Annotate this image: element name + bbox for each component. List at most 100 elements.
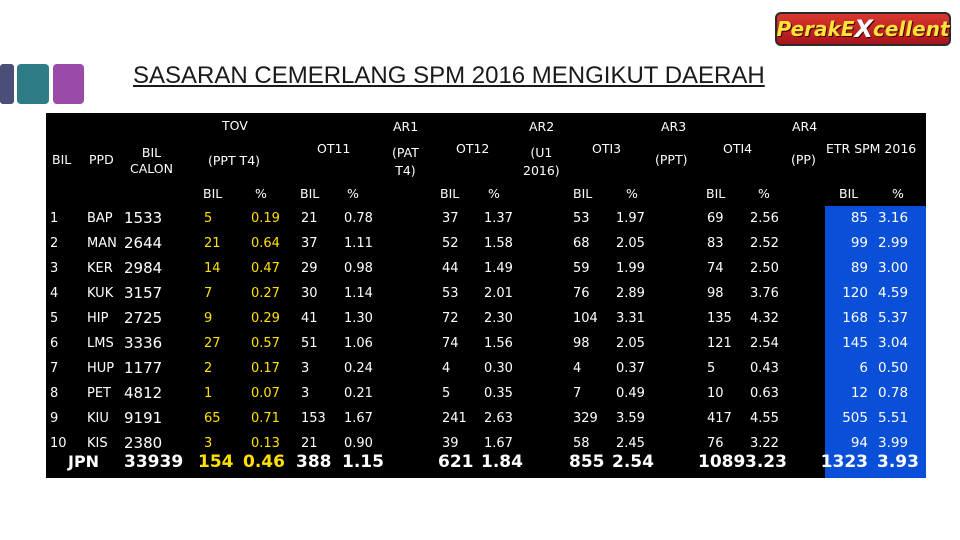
cell-calon: 4812: [124, 384, 163, 402]
logo-text-x: X: [854, 15, 874, 43]
cell-calon: 2725: [124, 309, 163, 327]
cell-etr-bil: 145: [842, 335, 868, 351]
cell-tov-bil: 27: [204, 336, 221, 351]
total-oti3-bil: 855: [569, 452, 605, 472]
cell-ot11-bil: 29: [301, 261, 318, 276]
header-ar4: AR4: [792, 119, 818, 134]
cell-tov-pct: 0.07: [251, 386, 280, 401]
cell-ot11-bil: 3: [301, 386, 310, 401]
cell-oti3-bil: 58: [573, 436, 590, 451]
cell-no: 7: [50, 361, 59, 376]
sub-tov-pct: %: [255, 186, 267, 201]
cell-tov-pct: 0.17: [251, 361, 280, 376]
cell-tov-bil: 65: [204, 411, 221, 426]
header-oti3: OTI3: [592, 141, 622, 156]
cell-etr-bil: 168: [842, 310, 868, 326]
total-oti4-pct: 3.23: [745, 452, 787, 472]
header-bil-calon: BIL CALON: [130, 145, 173, 177]
cell-ot12-bil: 5: [442, 386, 451, 401]
cell-no: 10: [50, 436, 67, 451]
cell-ot11-bil: 37: [301, 236, 318, 251]
cell-etr-bil: 85: [850, 210, 868, 226]
cell-tov-pct: 0.64: [251, 236, 280, 251]
cell-ppd: LMS: [87, 336, 114, 351]
cell-no: 3: [50, 261, 59, 276]
cell-ot11-pct: 0.98: [344, 261, 373, 276]
cell-tov-pct: 0.19: [251, 211, 280, 226]
cell-tov-pct: 0.13: [251, 436, 280, 451]
header-tov: TOV: [222, 118, 248, 133]
cell-ot11-bil: 21: [301, 211, 318, 226]
sub-oti4-bil: BIL: [706, 186, 726, 201]
cell-ppd: PET: [87, 386, 111, 401]
header-ar4-sub: (PP): [791, 152, 816, 167]
cell-oti3-pct: 2.05: [616, 236, 645, 251]
cell-ppd: KER: [87, 261, 113, 276]
cell-tov-pct: 0.27: [251, 286, 280, 301]
cell-etr-pct: 3.16: [878, 210, 909, 226]
cell-oti3-pct: 1.99: [616, 261, 645, 276]
cell-oti4-pct: 2.50: [750, 261, 779, 276]
cell-calon: 1533: [124, 209, 163, 227]
cell-etr-pct: 3.99: [878, 435, 909, 451]
sub-oti3-pct: %: [626, 186, 638, 201]
cell-ot12-pct: 1.67: [484, 436, 513, 451]
header-oti4: OTI4: [723, 141, 753, 156]
cell-ot11-pct: 1.67: [344, 411, 373, 426]
cell-etr-bil: 120: [842, 285, 868, 301]
logo-text-right: cellent: [873, 17, 950, 41]
cell-etr-pct: 2.99: [878, 235, 909, 251]
total-tov-bil: 154: [198, 452, 234, 472]
cell-ot11-pct: 0.24: [344, 361, 373, 376]
cell-ot12-pct: 1.49: [484, 261, 513, 276]
cell-ot12-pct: 0.30: [484, 361, 513, 376]
header-ar3: AR3: [661, 119, 687, 134]
cell-tov-bil: 1: [204, 386, 213, 401]
cell-ot11-bil: 41: [301, 311, 318, 326]
cell-ot12-pct: 2.01: [484, 286, 513, 301]
cell-ot12-bil: 37: [442, 211, 459, 226]
cell-oti3-pct: 2.05: [616, 336, 645, 351]
cell-tov-bil: 7: [204, 286, 213, 301]
cell-etr-bil: 12: [850, 385, 868, 401]
cell-oti3-bil: 68: [573, 236, 590, 251]
header-bil: BIL: [52, 152, 72, 167]
cell-ppd: HIP: [87, 311, 109, 326]
cell-tov-pct: 0.57: [251, 336, 280, 351]
header-ot11: OT11: [317, 141, 351, 156]
sub-oti4-pct: %: [758, 186, 770, 201]
header-ot12: OT12: [456, 141, 490, 156]
cell-ot11-pct: 0.21: [344, 386, 373, 401]
cell-ot12-pct: 1.56: [484, 336, 513, 351]
cell-ot12-bil: 39: [442, 436, 459, 451]
cell-ot11-bil: 153: [301, 411, 326, 426]
cell-ot12-pct: 2.30: [484, 311, 513, 326]
cell-calon: 9191: [124, 409, 163, 427]
cell-ppd: KUK: [87, 286, 114, 301]
header-ppd: PPD: [89, 152, 114, 167]
cell-oti3-bil: 98: [573, 336, 590, 351]
cell-oti4-pct: 4.32: [750, 311, 779, 326]
sub-ot12-pct: %: [488, 186, 500, 201]
cell-etr-pct: 3.04: [878, 335, 909, 351]
header-ppt-t4: (PPT T4): [208, 153, 261, 168]
sub-oti3-bil: BIL: [573, 186, 593, 201]
cell-no: 6: [50, 336, 59, 351]
cell-ot11-pct: 1.11: [344, 236, 373, 251]
sub-etr-bil: BIL: [839, 186, 859, 201]
cell-oti3-pct: 0.37: [616, 361, 645, 376]
cell-ot11-pct: 0.78: [344, 211, 373, 226]
cell-oti4-bil: 5: [707, 361, 716, 376]
sub-ot11-pct: %: [347, 186, 359, 201]
header-ar1: AR1: [393, 119, 419, 134]
cell-ot12-pct: 1.58: [484, 236, 513, 251]
cell-oti3-pct: 3.59: [616, 411, 645, 426]
cell-tov-pct: 0.29: [251, 311, 280, 326]
cell-oti4-pct: 2.56: [750, 211, 779, 226]
cell-oti4-bil: 10: [707, 386, 724, 401]
total-tov-pct: 0.46: [243, 452, 285, 472]
cell-etr-bil: 89: [850, 260, 868, 276]
total-oti4-bil: 1089: [698, 452, 746, 472]
cell-ot11-pct: 1.14: [344, 286, 373, 301]
cell-no: 9: [50, 411, 59, 426]
